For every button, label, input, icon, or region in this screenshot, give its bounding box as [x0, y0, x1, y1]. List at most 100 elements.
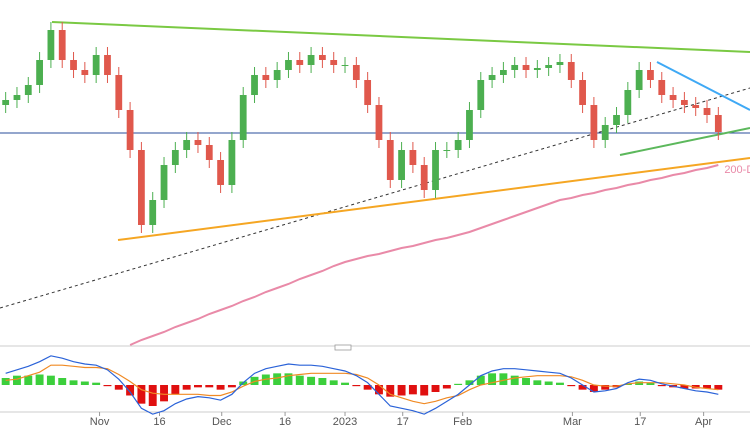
macd-histogram-bar	[307, 376, 316, 385]
macd-histogram-bar	[657, 385, 666, 387]
candle-body	[2, 100, 10, 105]
candle-body	[635, 70, 643, 90]
candle-body	[703, 108, 711, 115]
macd-histogram-bar	[216, 385, 225, 390]
macd-histogram-bar	[92, 382, 101, 385]
macd-histogram-bar	[80, 381, 89, 385]
candle-body	[92, 55, 100, 75]
candle-body	[262, 75, 270, 80]
candle-body	[58, 30, 66, 60]
macd-histogram-bar	[182, 385, 191, 390]
candle-body	[443, 150, 451, 151]
macd-histogram-bar	[205, 385, 214, 388]
candle-body	[239, 95, 247, 140]
trend-line	[117, 157, 750, 241]
candle-body	[126, 110, 134, 150]
candle-body	[24, 85, 32, 95]
candle-body	[273, 70, 281, 80]
candle-body	[104, 55, 111, 75]
macd-histogram-bar	[341, 382, 349, 385]
macd-histogram-bar	[284, 373, 293, 385]
moving-average-line	[129, 164, 719, 346]
candle-body	[466, 110, 473, 140]
macd-histogram-bar	[533, 380, 542, 385]
candle-body	[714, 115, 722, 132]
candle-body	[251, 75, 258, 95]
candle-body	[477, 80, 485, 110]
macd-histogram-bar	[408, 385, 417, 395]
trend-line	[51, 21, 750, 53]
macd-histogram-bar	[318, 378, 327, 385]
macd-histogram-bar	[46, 375, 55, 385]
candle-body	[47, 30, 55, 60]
macd-histogram-bar	[352, 385, 361, 387]
macd-histogram-bar	[476, 375, 485, 385]
macd-line	[5, 355, 719, 415]
macd-histogram-bar	[273, 373, 282, 385]
macd-histogram-bar	[69, 380, 78, 385]
macd-histogram-bar	[454, 383, 463, 385]
macd-histogram-bar	[126, 385, 135, 396]
macd-histogram-bar	[24, 375, 33, 385]
macd-histogram-bar	[499, 373, 508, 385]
resize-handle[interactable]	[334, 344, 352, 351]
candle-body	[194, 140, 202, 145]
macd-histogram-bar	[442, 385, 451, 389]
candle-body	[579, 80, 586, 105]
candle-body	[171, 150, 179, 165]
macd-histogram-bar	[103, 385, 112, 387]
macd-histogram-bar	[601, 385, 610, 390]
macd-histogram-bar	[363, 385, 372, 390]
candle-body	[375, 105, 383, 140]
macd-histogram-bar	[488, 373, 497, 385]
candle-body	[522, 65, 530, 70]
candle-body	[13, 95, 21, 100]
candle-body	[183, 140, 191, 150]
x-tick-label: 2023	[333, 416, 357, 428]
macd-histogram-bar	[420, 385, 429, 396]
candle-body	[205, 145, 213, 160]
candle-body	[352, 65, 360, 80]
candle-body	[138, 150, 145, 225]
drawings	[0, 21, 750, 309]
macd-histogram-bar	[137, 385, 146, 404]
macd-histogram-bar	[160, 385, 168, 402]
x-tick-label: Feb	[453, 416, 472, 428]
candle-body	[567, 62, 575, 80]
macd-histogram-bar	[578, 385, 587, 390]
macd-histogram-bar	[375, 385, 383, 395]
candle-body	[398, 150, 405, 180]
candle-body	[590, 105, 598, 140]
macd-histogram-bar	[522, 378, 530, 385]
candle-body	[420, 165, 428, 190]
candle-body	[556, 62, 564, 65]
candle-body	[217, 160, 224, 185]
candle-body	[658, 80, 666, 95]
macd-histogram-bar	[386, 385, 395, 397]
x-tick-label: Apr	[695, 416, 712, 428]
x-tick-label: Dec	[212, 416, 232, 428]
candle-body	[228, 140, 236, 185]
x-tick-label: 16	[279, 416, 291, 428]
x-tick-label: Nov	[90, 416, 110, 428]
candle-body	[81, 70, 89, 75]
macd-histogram-bar	[35, 374, 44, 385]
candle-body	[432, 150, 439, 190]
macd-histogram-bar	[714, 385, 723, 390]
candle-body	[386, 140, 394, 180]
candle-body	[364, 80, 372, 105]
candle-body	[296, 60, 304, 65]
candle-body	[149, 200, 157, 225]
candle-body	[409, 150, 417, 165]
macd-signal-line	[5, 364, 719, 405]
candle-body	[488, 75, 496, 80]
macd-histogram-bar	[58, 378, 67, 385]
x-tick-label: 17	[634, 416, 646, 428]
macd-histogram-bar	[1, 378, 10, 385]
candle-body	[285, 60, 292, 70]
candle-body	[454, 140, 462, 150]
macd-histogram-bar	[567, 385, 576, 387]
candle-body	[330, 60, 338, 65]
macd-histogram-bar	[194, 385, 202, 388]
